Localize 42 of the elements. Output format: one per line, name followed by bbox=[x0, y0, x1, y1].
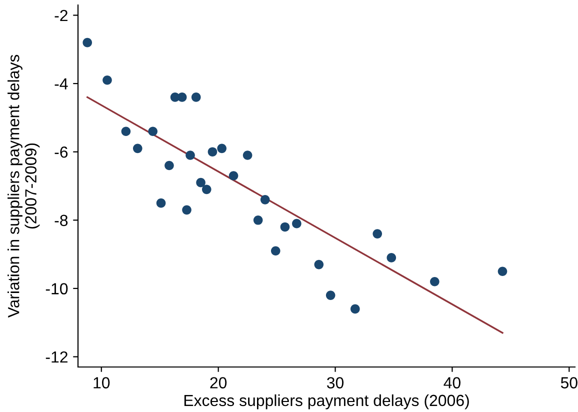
x-tick-label: 40 bbox=[444, 377, 460, 388]
x-tick-label: 30 bbox=[326, 377, 344, 388]
point bbox=[102, 75, 112, 85]
point bbox=[208, 147, 218, 157]
point bbox=[121, 126, 131, 136]
point bbox=[191, 92, 201, 102]
y-tick-label: -12 bbox=[46, 351, 68, 363]
y-tick-label: -4 bbox=[54, 78, 68, 90]
point bbox=[82, 38, 92, 48]
point bbox=[182, 205, 192, 215]
point bbox=[430, 276, 440, 286]
point bbox=[242, 150, 252, 160]
point bbox=[253, 215, 263, 225]
point bbox=[217, 144, 226, 154]
point bbox=[280, 222, 290, 232]
x-tick-label: 20 bbox=[210, 377, 227, 388]
point bbox=[292, 218, 302, 228]
point bbox=[148, 126, 158, 136]
point bbox=[196, 178, 206, 188]
point bbox=[164, 160, 174, 170]
y-tick-label: -2 bbox=[54, 10, 68, 22]
y-tick-label: -10 bbox=[46, 283, 68, 294]
y-axis-title: Variation in suppliers payment delays (2007-2009) bbox=[8, 54, 40, 318]
point bbox=[228, 171, 238, 180]
point bbox=[498, 266, 508, 276]
x-axis-title: Excess suppliers payment delays (2006) bbox=[184, 394, 469, 410]
point bbox=[177, 92, 187, 102]
x-tick-label: 50 bbox=[560, 377, 578, 388]
point bbox=[186, 150, 195, 160]
point bbox=[202, 184, 212, 194]
point bbox=[260, 195, 270, 204]
point bbox=[372, 229, 382, 238]
point bbox=[156, 198, 166, 208]
x-tick-label: 10 bbox=[94, 377, 110, 388]
point bbox=[326, 290, 336, 300]
y-tick-label: -8 bbox=[54, 214, 68, 226]
point bbox=[314, 260, 324, 270]
point bbox=[386, 253, 396, 262]
y-tick-label: -6 bbox=[54, 146, 68, 158]
point bbox=[132, 144, 142, 154]
point bbox=[270, 246, 280, 256]
point bbox=[350, 304, 360, 314]
